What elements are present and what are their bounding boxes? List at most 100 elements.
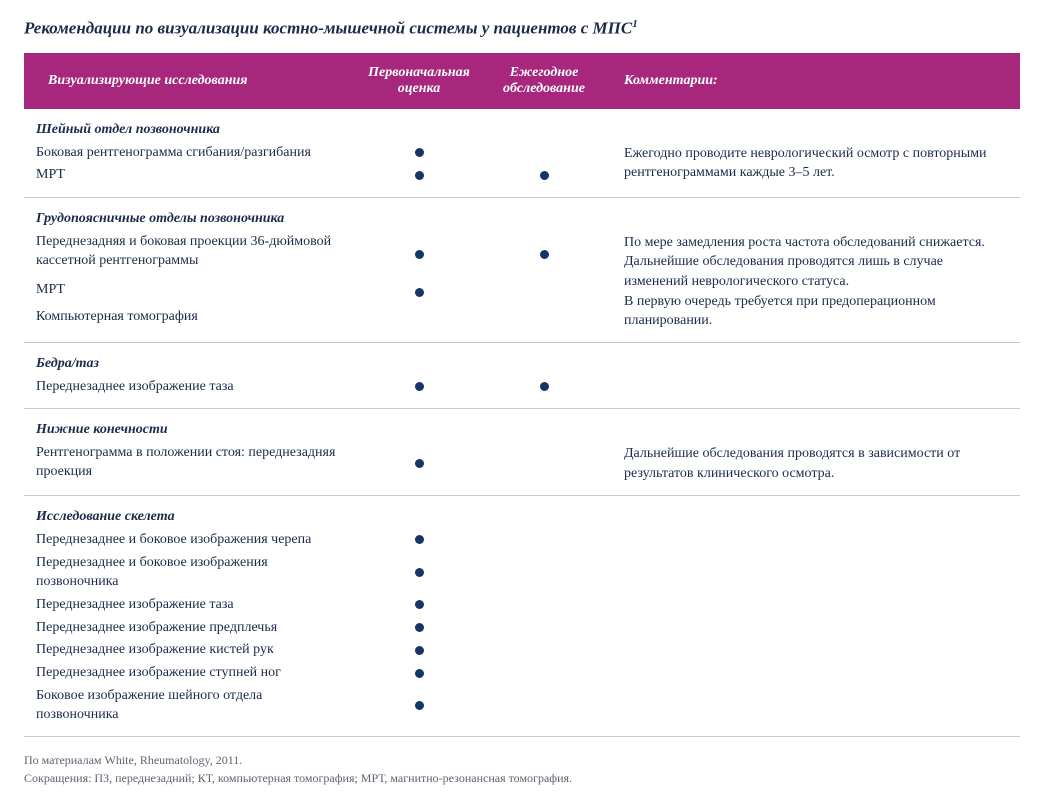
dot-icon bbox=[415, 568, 424, 577]
study-label: МРТ bbox=[24, 279, 354, 306]
recommendations-table: Визуализирующие исследования Первоначаль… bbox=[24, 53, 1020, 738]
initial-cell bbox=[354, 685, 484, 727]
study-label: Боковое изображение шейного отдела позво… bbox=[24, 685, 354, 727]
dot-icon bbox=[540, 171, 549, 180]
annual-cell bbox=[484, 529, 604, 552]
section-heading: Шейный отдел позвоночника bbox=[24, 109, 604, 142]
section-comment-spacer bbox=[604, 197, 1020, 230]
section-heading-row: Грудопоясничные отделы позвоночника bbox=[24, 197, 1020, 230]
study-label: Боковая рентгенограмма сгибания/разгибан… bbox=[24, 142, 354, 165]
initial-cell bbox=[354, 142, 484, 165]
dot-icon bbox=[415, 148, 424, 157]
annual-cell bbox=[484, 617, 604, 640]
footnote-line: Сокращения: ПЗ, переднезадний; КТ, компь… bbox=[24, 769, 1020, 787]
annual-cell bbox=[484, 639, 604, 662]
title-sup: 1 bbox=[632, 18, 638, 30]
dot-icon bbox=[415, 600, 424, 609]
section-comment: По мере замедления роста частота обследо… bbox=[604, 231, 1020, 333]
annual-cell bbox=[484, 231, 604, 280]
initial-cell bbox=[354, 306, 484, 333]
dot-icon bbox=[415, 171, 424, 180]
study-label: Переднезаднее изображение таза bbox=[24, 376, 354, 399]
initial-cell bbox=[354, 279, 484, 306]
dot-icon bbox=[415, 382, 424, 391]
study-label: Рентгенограмма в положении стоя: передне… bbox=[24, 442, 354, 485]
study-label: Переднезаднее и боковое изображения позв… bbox=[24, 552, 354, 594]
initial-cell bbox=[354, 376, 484, 399]
section-divider bbox=[24, 486, 1020, 496]
page-title: Рекомендации по визуализации костно-мыше… bbox=[24, 18, 1020, 39]
initial-cell bbox=[354, 552, 484, 594]
dot-icon bbox=[415, 288, 424, 297]
section-heading-row: Шейный отдел позвоночника bbox=[24, 109, 1020, 142]
annual-cell bbox=[484, 306, 604, 333]
initial-cell bbox=[354, 231, 484, 280]
section-comment-spacer bbox=[604, 343, 1020, 376]
section-comment bbox=[604, 376, 1020, 399]
section-divider bbox=[24, 399, 1020, 409]
study-label: Переднезаднее изображение предплечья bbox=[24, 617, 354, 640]
study-label: МРТ bbox=[24, 164, 354, 187]
dot-icon bbox=[415, 701, 424, 710]
footnotes: По материалам White, Rheumatology, 2011.… bbox=[24, 751, 1020, 787]
annual-cell bbox=[484, 376, 604, 399]
initial-cell bbox=[354, 639, 484, 662]
table-row: Переднезаднее изображение таза bbox=[24, 376, 1020, 399]
annual-cell bbox=[484, 164, 604, 187]
section-heading: Исследование скелета bbox=[24, 496, 604, 529]
annual-cell bbox=[484, 279, 604, 306]
table-row: Переднезаднее и боковое изображения чере… bbox=[24, 529, 1020, 552]
table-row: Рентгенограмма в положении стоя: передне… bbox=[24, 442, 1020, 485]
section-comment: Дальнейшие обследования проводятся в зав… bbox=[604, 442, 1020, 485]
study-label: Переднезадняя и боковая проекции 36-дюйм… bbox=[24, 231, 354, 280]
section-divider bbox=[24, 187, 1020, 197]
dot-icon bbox=[415, 646, 424, 655]
initial-cell bbox=[354, 164, 484, 187]
study-label: Переднезаднее изображение ступней ног bbox=[24, 662, 354, 685]
initial-cell bbox=[354, 442, 484, 485]
section-heading-row: Нижние конечности bbox=[24, 409, 1020, 442]
study-label: Компьютерная томография bbox=[24, 306, 354, 333]
annual-cell bbox=[484, 662, 604, 685]
dot-icon bbox=[415, 459, 424, 468]
title-text: Рекомендации по визуализации костно-мыше… bbox=[24, 19, 632, 38]
section-heading-row: Исследование скелета bbox=[24, 496, 1020, 529]
footnote-line: По материалам White, Rheumatology, 2011. bbox=[24, 751, 1020, 769]
section-comment-spacer bbox=[604, 496, 1020, 529]
dot-icon bbox=[415, 669, 424, 678]
section-comment bbox=[604, 529, 1020, 727]
annual-cell bbox=[484, 142, 604, 165]
section-comment-spacer bbox=[604, 109, 1020, 142]
table-row: Переднезадняя и боковая проекции 36-дюйм… bbox=[24, 231, 1020, 280]
initial-cell bbox=[354, 662, 484, 685]
annual-cell bbox=[484, 685, 604, 727]
section-heading: Бедра/таз bbox=[24, 343, 604, 376]
col-header-annual: Ежегодное обследование bbox=[484, 53, 604, 109]
study-label: Переднезаднее и боковое изображения чере… bbox=[24, 529, 354, 552]
section-comment-spacer bbox=[604, 409, 1020, 442]
initial-cell bbox=[354, 594, 484, 617]
annual-cell bbox=[484, 552, 604, 594]
dot-icon bbox=[415, 623, 424, 632]
col-header-study: Визуализирующие исследования bbox=[24, 53, 354, 109]
section-divider bbox=[24, 333, 1020, 343]
section-heading: Грудопоясничные отделы позвоночника bbox=[24, 197, 604, 230]
annual-cell bbox=[484, 594, 604, 617]
dot-icon bbox=[415, 250, 424, 259]
table-body: Шейный отдел позвоночникаБоковая рентген… bbox=[24, 109, 1020, 737]
annual-cell bbox=[484, 442, 604, 485]
study-label: Переднезаднее изображение таза bbox=[24, 594, 354, 617]
section-divider bbox=[24, 727, 1020, 737]
dot-icon bbox=[540, 382, 549, 391]
table-header-row: Визуализирующие исследования Первоначаль… bbox=[24, 53, 1020, 109]
table-row: Боковая рентгенограмма сгибания/разгибан… bbox=[24, 142, 1020, 165]
section-heading: Нижние конечности bbox=[24, 409, 604, 442]
dot-icon bbox=[415, 535, 424, 544]
col-header-initial: Первоначальная оценка bbox=[354, 53, 484, 109]
col-header-comment: Комментарии: bbox=[604, 53, 1020, 109]
initial-cell bbox=[354, 617, 484, 640]
dot-icon bbox=[540, 250, 549, 259]
initial-cell bbox=[354, 529, 484, 552]
section-comment: Ежегодно проводите неврологический осмот… bbox=[604, 142, 1020, 188]
study-label: Переднезаднее изображение кистей рук bbox=[24, 639, 354, 662]
